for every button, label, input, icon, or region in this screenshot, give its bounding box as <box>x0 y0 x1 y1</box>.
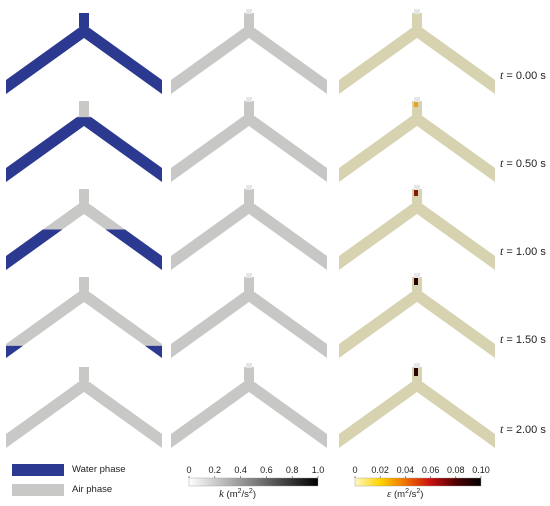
phase-field-panel <box>6 277 162 358</box>
epsilon-hotspot <box>414 190 418 196</box>
water-phase-label: Water phase <box>72 464 126 475</box>
time-symbol: t <box>500 422 504 436</box>
time-value: = 0.00 s <box>503 70 546 82</box>
epsilon-field-panel <box>339 363 495 448</box>
epsilon-hotspot <box>414 278 418 285</box>
k-colorbar-graphic <box>188 476 319 487</box>
epsilon-field-panel <box>339 273 495 358</box>
epsilon-stub-tip <box>414 363 420 368</box>
epsilon-field-region <box>339 200 495 270</box>
water-region <box>6 345 162 358</box>
k-tick-label: 0.4 <box>234 465 247 475</box>
k-stub-tip <box>246 185 252 190</box>
epsilon-colorbar-title: ε (m2/s2) <box>387 488 424 501</box>
k-stub <box>244 13 254 27</box>
epsilon-colorbar-gradient <box>354 477 482 487</box>
epsilon-tick-label: 0.06 <box>421 465 440 475</box>
k-tick-label: 0.8 <box>285 465 299 475</box>
water-region <box>6 13 162 94</box>
epsilon-tick-label: 0 <box>352 465 358 475</box>
k-field-panel <box>171 363 327 448</box>
air-stub <box>79 277 89 291</box>
epsilon-field-region <box>339 112 495 182</box>
epsilon-hotspot <box>414 102 418 107</box>
time-symbol: t <box>500 332 504 346</box>
time-label: t = 1.00 s <box>500 244 546 259</box>
epsilon-tick-label: 0.04 <box>396 465 415 475</box>
epsilon-stub-tip <box>414 185 420 190</box>
epsilon-stub <box>412 101 422 115</box>
water-phase-swatch <box>12 464 64 476</box>
k-field-panel <box>171 9 327 94</box>
phase-field-panel <box>6 101 162 182</box>
epsilon-hotspot <box>414 368 418 376</box>
k-stub-tip <box>246 9 252 14</box>
epsilon-colorbar-graphic <box>354 476 482 487</box>
epsilon-tick-label: 0.10 <box>472 465 490 475</box>
k-field-region <box>171 378 327 448</box>
k-stub <box>244 367 254 381</box>
k-colorbar-title: k (m2/s2) <box>219 488 256 501</box>
k-field-region <box>171 24 327 94</box>
air-stub <box>79 101 89 115</box>
phase-field-panel <box>6 189 162 270</box>
epsilon-field-panel <box>339 185 495 270</box>
air-stub <box>79 189 89 203</box>
time-symbol: t <box>500 244 504 258</box>
k-tick-label: 1.0 <box>311 465 325 475</box>
time-value: = 2.00 s <box>503 424 546 436</box>
k-stub <box>244 101 254 115</box>
epsilon-stub-tip <box>414 9 420 14</box>
time-symbol: t <box>500 156 504 170</box>
air-phase-label: Air phase <box>72 484 113 495</box>
k-stub-tip <box>246 97 252 102</box>
air-phase-swatch <box>12 484 64 496</box>
k-stub <box>244 189 254 203</box>
air-region <box>6 288 162 358</box>
epsilon-field-region <box>339 288 495 358</box>
phase-field-panel <box>6 367 162 448</box>
time-label: t = 2.00 s <box>500 422 546 437</box>
epsilon-field-panel <box>339 97 495 182</box>
time-value: = 1.00 s <box>503 246 546 258</box>
time-label: t = 0.00 s <box>500 68 546 83</box>
epsilon-tick-label: 0.02 <box>371 465 389 475</box>
k-tick-label: 0.6 <box>260 465 273 475</box>
water-region <box>6 117 162 182</box>
air-stub <box>79 367 89 381</box>
epsilon-field-region <box>339 378 495 448</box>
k-field-panel <box>171 97 327 182</box>
k-field-region <box>171 200 327 270</box>
k-field-region <box>171 112 327 182</box>
epsilon-field-panel <box>339 9 495 94</box>
k-tick-label: 0.2 <box>208 465 222 475</box>
k-field-panel <box>171 185 327 270</box>
air-region <box>6 378 162 448</box>
k-field-region <box>171 288 327 358</box>
k-stub-tip <box>246 363 252 368</box>
epsilon-field-region <box>339 24 495 94</box>
time-value: = 1.50 s <box>503 334 546 346</box>
k-tick-label: 0 <box>186 465 192 475</box>
time-symbol: t <box>500 68 504 82</box>
phase-field-panel <box>6 13 162 94</box>
air-region <box>6 200 162 270</box>
time-label: t = 0.50 s <box>500 156 546 171</box>
k-field-panel <box>171 273 327 358</box>
epsilon-stub-tip <box>414 273 420 278</box>
time-value: = 0.50 s <box>503 158 546 170</box>
water-region <box>6 229 162 270</box>
time-label: t = 1.50 s <box>500 332 546 347</box>
epsilon-stub <box>412 13 422 27</box>
epsilon-stub-tip <box>414 97 420 102</box>
k-stub-tip <box>246 273 252 278</box>
k-stub <box>244 277 254 291</box>
k-colorbar-gradient <box>188 477 319 487</box>
epsilon-tick-label: 0.08 <box>447 465 465 475</box>
